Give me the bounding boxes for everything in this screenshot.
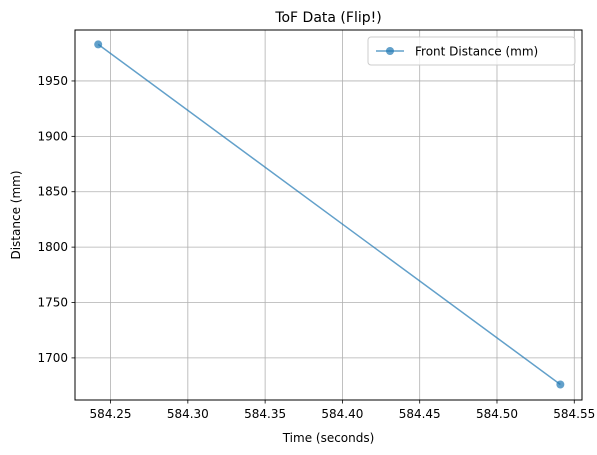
x-tick-label: 584.35 bbox=[244, 407, 286, 421]
legend-label: Front Distance (mm) bbox=[415, 45, 538, 59]
ticks: 584.25 584.30 584.35 584.40 584.45 584.50 584.… bbox=[37, 74, 595, 421]
data-point bbox=[94, 40, 103, 49]
x-tick-label: 584.40 bbox=[321, 407, 363, 421]
grid bbox=[75, 30, 582, 400]
x-tick-label: 584.25 bbox=[90, 407, 132, 421]
chart-title: ToF Data (Flip!) bbox=[274, 10, 381, 26]
y-tick-label: 1800 bbox=[37, 240, 68, 254]
x-tick-label: 584.50 bbox=[476, 407, 518, 421]
x-tick-label: 584.55 bbox=[553, 407, 595, 421]
y-tick-label: 1750 bbox=[37, 296, 68, 310]
data-point bbox=[556, 380, 565, 389]
x-axis-label: Time (seconds) bbox=[282, 431, 375, 445]
legend-box bbox=[367, 36, 576, 66]
plot-frame bbox=[74, 29, 583, 401]
y-axis-label: Distance (mm) bbox=[9, 170, 23, 259]
y-tick-label: 1700 bbox=[37, 351, 68, 365]
y-tick-label: 1900 bbox=[37, 129, 68, 143]
x-tick-label: 584.30 bbox=[167, 407, 209, 421]
legend-marker-sample bbox=[386, 47, 394, 55]
series-layer bbox=[94, 40, 565, 389]
x-tick-label: 584.45 bbox=[399, 407, 441, 421]
legend: Front Distance (mm) bbox=[367, 36, 576, 66]
y-tick-label: 1950 bbox=[37, 74, 68, 88]
series-line bbox=[97, 43, 561, 386]
y-tick-label: 1850 bbox=[37, 185, 68, 199]
